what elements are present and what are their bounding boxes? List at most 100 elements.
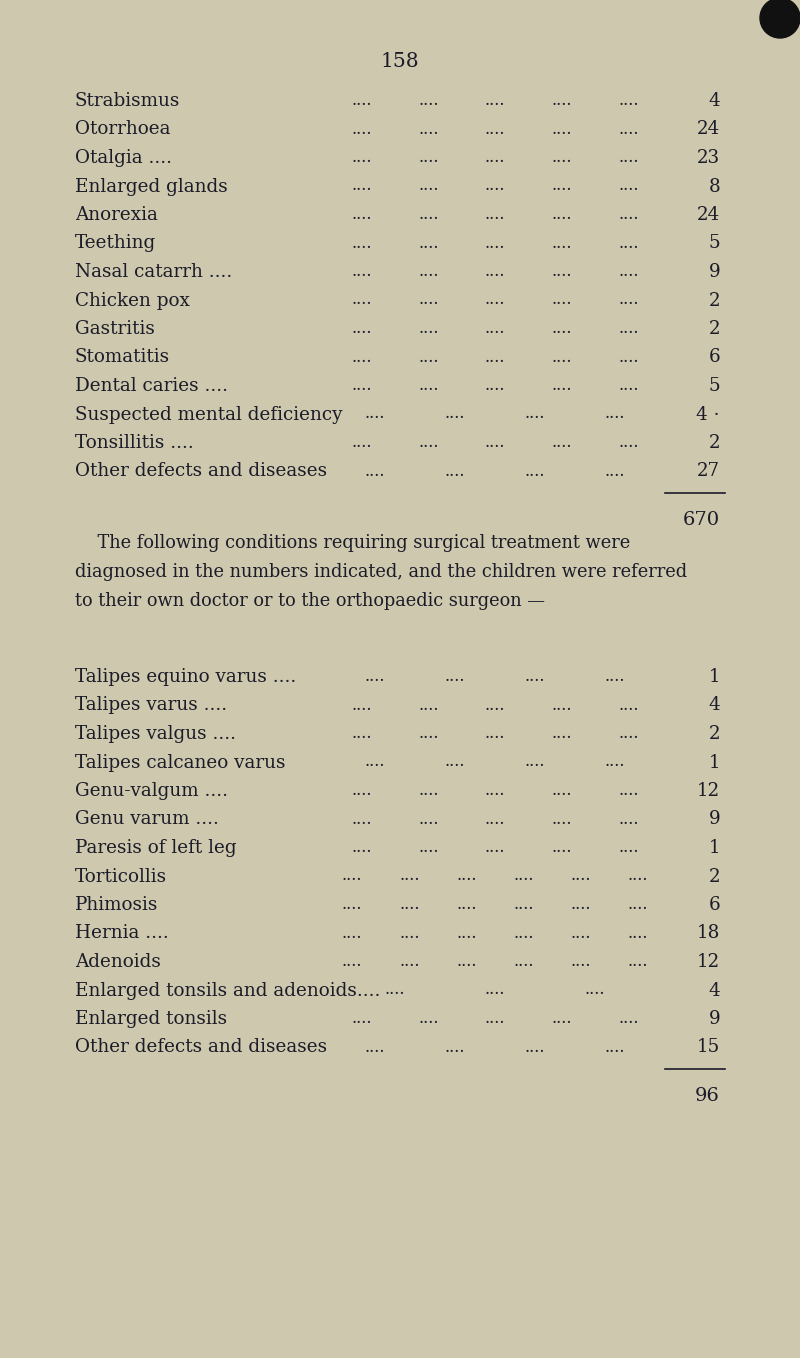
Text: ....: ....	[514, 868, 534, 884]
Text: ....: ....	[485, 725, 506, 741]
Text: 1: 1	[708, 839, 720, 857]
Text: 23: 23	[697, 149, 720, 167]
Text: ....: ....	[418, 378, 438, 394]
Text: ....: ....	[551, 782, 572, 799]
Circle shape	[760, 0, 800, 38]
Text: 8: 8	[708, 178, 720, 196]
Text: 2: 2	[709, 320, 720, 338]
Text: ....: ....	[418, 149, 438, 166]
Text: 18: 18	[697, 925, 720, 942]
Text: ....: ....	[551, 121, 572, 137]
Text: 4: 4	[708, 982, 720, 999]
Text: ....: ....	[605, 1039, 626, 1055]
Text: ....: ....	[485, 378, 506, 394]
Text: ....: ....	[485, 435, 506, 451]
Text: ....: ....	[605, 463, 626, 479]
Text: ....: ....	[399, 925, 419, 941]
Text: ....: ....	[418, 206, 438, 223]
Text: ....: ....	[445, 668, 466, 684]
Text: ....: ....	[351, 349, 372, 365]
Text: Teething: Teething	[75, 235, 156, 253]
Text: ....: ....	[485, 263, 506, 280]
Text: Stomatitis: Stomatitis	[75, 349, 170, 367]
Text: ....: ....	[618, 697, 638, 713]
Text: 12: 12	[697, 953, 720, 971]
Text: 1: 1	[708, 754, 720, 771]
Text: ....: ....	[351, 149, 372, 166]
Text: ....: ....	[485, 697, 506, 713]
Text: ....: ....	[525, 1039, 546, 1055]
Text: 6: 6	[708, 896, 720, 914]
Text: ....: ....	[485, 349, 506, 365]
Text: Strabismus: Strabismus	[75, 92, 180, 110]
Text: ....: ....	[418, 263, 438, 280]
Text: ....: ....	[418, 92, 438, 109]
Text: 27: 27	[697, 463, 720, 481]
Text: 24: 24	[697, 206, 720, 224]
Text: ....: ....	[418, 178, 438, 194]
Text: ....: ....	[514, 953, 534, 970]
Text: ....: ....	[551, 178, 572, 194]
Text: ....: ....	[485, 811, 506, 827]
Text: ....: ....	[418, 435, 438, 451]
Text: ....: ....	[365, 406, 386, 422]
Text: ....: ....	[618, 206, 638, 223]
Text: ....: ....	[551, 149, 572, 166]
Text: ....: ....	[570, 896, 591, 913]
Text: ....: ....	[485, 320, 506, 337]
Text: ....: ....	[551, 92, 572, 109]
Text: ....: ....	[418, 320, 438, 337]
Text: ....: ....	[342, 925, 362, 941]
Text: ....: ....	[445, 1039, 466, 1055]
Text: Otorrhoea: Otorrhoea	[75, 121, 170, 139]
Text: ....: ....	[445, 406, 466, 422]
Text: Anorexia: Anorexia	[75, 206, 158, 224]
Text: diagnosed in the numbers indicated, and the children were referred: diagnosed in the numbers indicated, and …	[75, 564, 687, 581]
Text: ....: ....	[365, 668, 386, 684]
Text: ....: ....	[399, 953, 419, 970]
Text: ....: ....	[551, 378, 572, 394]
Text: ....: ....	[551, 435, 572, 451]
Text: ....: ....	[628, 953, 648, 970]
Text: ....: ....	[351, 121, 372, 137]
Text: ....: ....	[618, 839, 638, 856]
Text: ....: ....	[628, 925, 648, 941]
Text: Tonsillitis ....: Tonsillitis ....	[75, 435, 194, 452]
Text: ....: ....	[418, 782, 438, 799]
Text: 4: 4	[708, 697, 720, 714]
Text: ....: ....	[445, 463, 466, 479]
Text: Paresis of left leg: Paresis of left leg	[75, 839, 237, 857]
Text: Talipes equino varus ....: Talipes equino varus ....	[75, 668, 296, 686]
Text: ....: ....	[351, 435, 372, 451]
Text: to their own doctor or to the orthopaedic surgeon —: to their own doctor or to the orthopaedi…	[75, 592, 545, 610]
Text: ....: ....	[351, 378, 372, 394]
Text: 9: 9	[708, 811, 720, 828]
Text: ....: ....	[605, 668, 626, 684]
Text: ....: ....	[351, 263, 372, 280]
Text: ....: ....	[485, 178, 506, 194]
Text: ....: ....	[570, 953, 591, 970]
Text: ....: ....	[399, 896, 419, 913]
Text: Phimosis: Phimosis	[75, 896, 158, 914]
Text: ....: ....	[551, 1010, 572, 1027]
Text: ....: ....	[418, 697, 438, 713]
Text: Torticollis: Torticollis	[75, 868, 167, 885]
Text: ....: ....	[351, 782, 372, 799]
Text: ....: ....	[618, 320, 638, 337]
Text: Otalgia ....: Otalgia ....	[75, 149, 172, 167]
Text: ....: ....	[618, 811, 638, 827]
Text: 5: 5	[708, 378, 720, 395]
Text: Chicken pox: Chicken pox	[75, 292, 190, 310]
Text: ....: ....	[485, 235, 506, 251]
Text: 12: 12	[697, 782, 720, 800]
Text: ....: ....	[418, 235, 438, 251]
Text: ....: ....	[525, 668, 546, 684]
Text: Enlarged glands: Enlarged glands	[75, 178, 228, 196]
Text: ....: ....	[351, 725, 372, 741]
Text: 5: 5	[708, 235, 720, 253]
Text: ....: ....	[418, 839, 438, 856]
Text: ....: ....	[570, 868, 591, 884]
Text: Enlarged tonsils: Enlarged tonsils	[75, 1010, 227, 1028]
Text: ....: ....	[418, 811, 438, 827]
Text: ....: ....	[418, 349, 438, 365]
